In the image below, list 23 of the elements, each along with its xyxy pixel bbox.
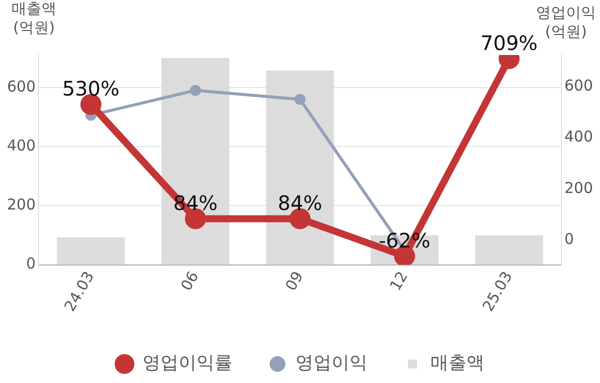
y2-tick-label: 600 xyxy=(564,76,594,94)
y-tick-label: 600 xyxy=(6,77,36,96)
bar xyxy=(56,237,125,264)
data-label: 530% xyxy=(62,76,120,101)
y2-axis-title: 영업이익 (억원) xyxy=(536,3,596,40)
y-axis-title: 매출액 (억원) xyxy=(12,0,56,36)
data-label: 709% xyxy=(480,30,538,55)
data-label: 84% xyxy=(278,190,322,215)
x-tick-label: 09 xyxy=(282,268,307,294)
y2-tick-label: 400 xyxy=(564,128,594,146)
y-tick-label: 0 xyxy=(26,254,36,273)
legend-label: 영업이익 xyxy=(296,352,368,374)
legend-label: 영업이익률 xyxy=(142,352,232,374)
y2-tick-label: 200 xyxy=(564,178,594,197)
x-tick-label: 06 xyxy=(177,268,202,294)
y-tick-label: 200 xyxy=(6,196,36,214)
point xyxy=(190,84,201,96)
legend-label: 매출액 xyxy=(430,352,484,374)
bar xyxy=(475,235,544,264)
y2-tick-label: 0 xyxy=(564,230,574,248)
x-tick-label: 12 xyxy=(386,268,412,294)
point xyxy=(294,94,306,105)
y-tick-label: 400 xyxy=(6,136,36,154)
